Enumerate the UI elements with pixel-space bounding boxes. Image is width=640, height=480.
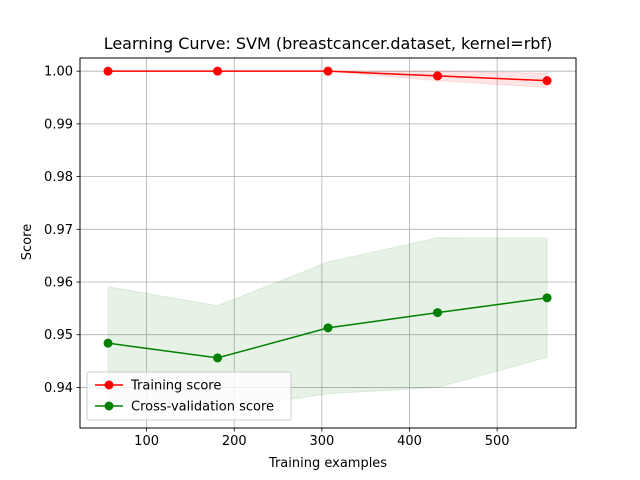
y-tick-label: 0.98 bbox=[44, 170, 73, 185]
data-point bbox=[103, 338, 113, 348]
legend-swatch-marker bbox=[104, 380, 114, 390]
legend: Training score Cross-validation score bbox=[86, 371, 292, 421]
plot-frame bbox=[79, 57, 577, 429]
x-tick-label: 100 bbox=[134, 434, 159, 449]
y-tick-label: 0.97 bbox=[44, 223, 73, 238]
legend-swatch-marker bbox=[104, 401, 114, 411]
data-point bbox=[433, 71, 443, 81]
y-axis-label: Score bbox=[20, 224, 35, 260]
y-tick-label: 0.96 bbox=[44, 276, 73, 291]
x-axis-ticks: 100 200 300 400 500 bbox=[134, 428, 510, 449]
data-point bbox=[323, 66, 333, 76]
x-tick-label: 400 bbox=[397, 434, 422, 449]
y-tick-label: 0.99 bbox=[44, 117, 73, 132]
y-tick-label: 0.94 bbox=[44, 381, 73, 396]
chart-title: Learning Curve: SVM (breastcancer.datase… bbox=[104, 34, 553, 53]
legend-box bbox=[86, 371, 292, 421]
y-tick-label: 0.95 bbox=[44, 328, 73, 343]
legend-entry-label: Training score bbox=[130, 379, 221, 394]
data-point bbox=[103, 66, 113, 76]
y-axis-ticks: 0.94 0.95 0.96 0.97 0.98 0.99 1.00 bbox=[44, 65, 80, 396]
confidence-bands bbox=[107, 70, 548, 411]
data-point bbox=[542, 76, 552, 86]
data-point bbox=[433, 308, 443, 318]
y-tick-label: 1.00 bbox=[44, 65, 73, 80]
data-point bbox=[323, 323, 333, 333]
x-tick-label: 300 bbox=[309, 434, 334, 449]
series-points bbox=[103, 66, 552, 363]
data-point bbox=[213, 353, 223, 363]
x-tick-label: 500 bbox=[485, 434, 510, 449]
x-tick-label: 200 bbox=[222, 434, 247, 449]
x-axis-label: Training examples bbox=[268, 456, 387, 471]
data-point bbox=[542, 293, 552, 303]
legend-entry-label: Cross-validation score bbox=[131, 400, 274, 415]
data-point bbox=[213, 66, 223, 76]
